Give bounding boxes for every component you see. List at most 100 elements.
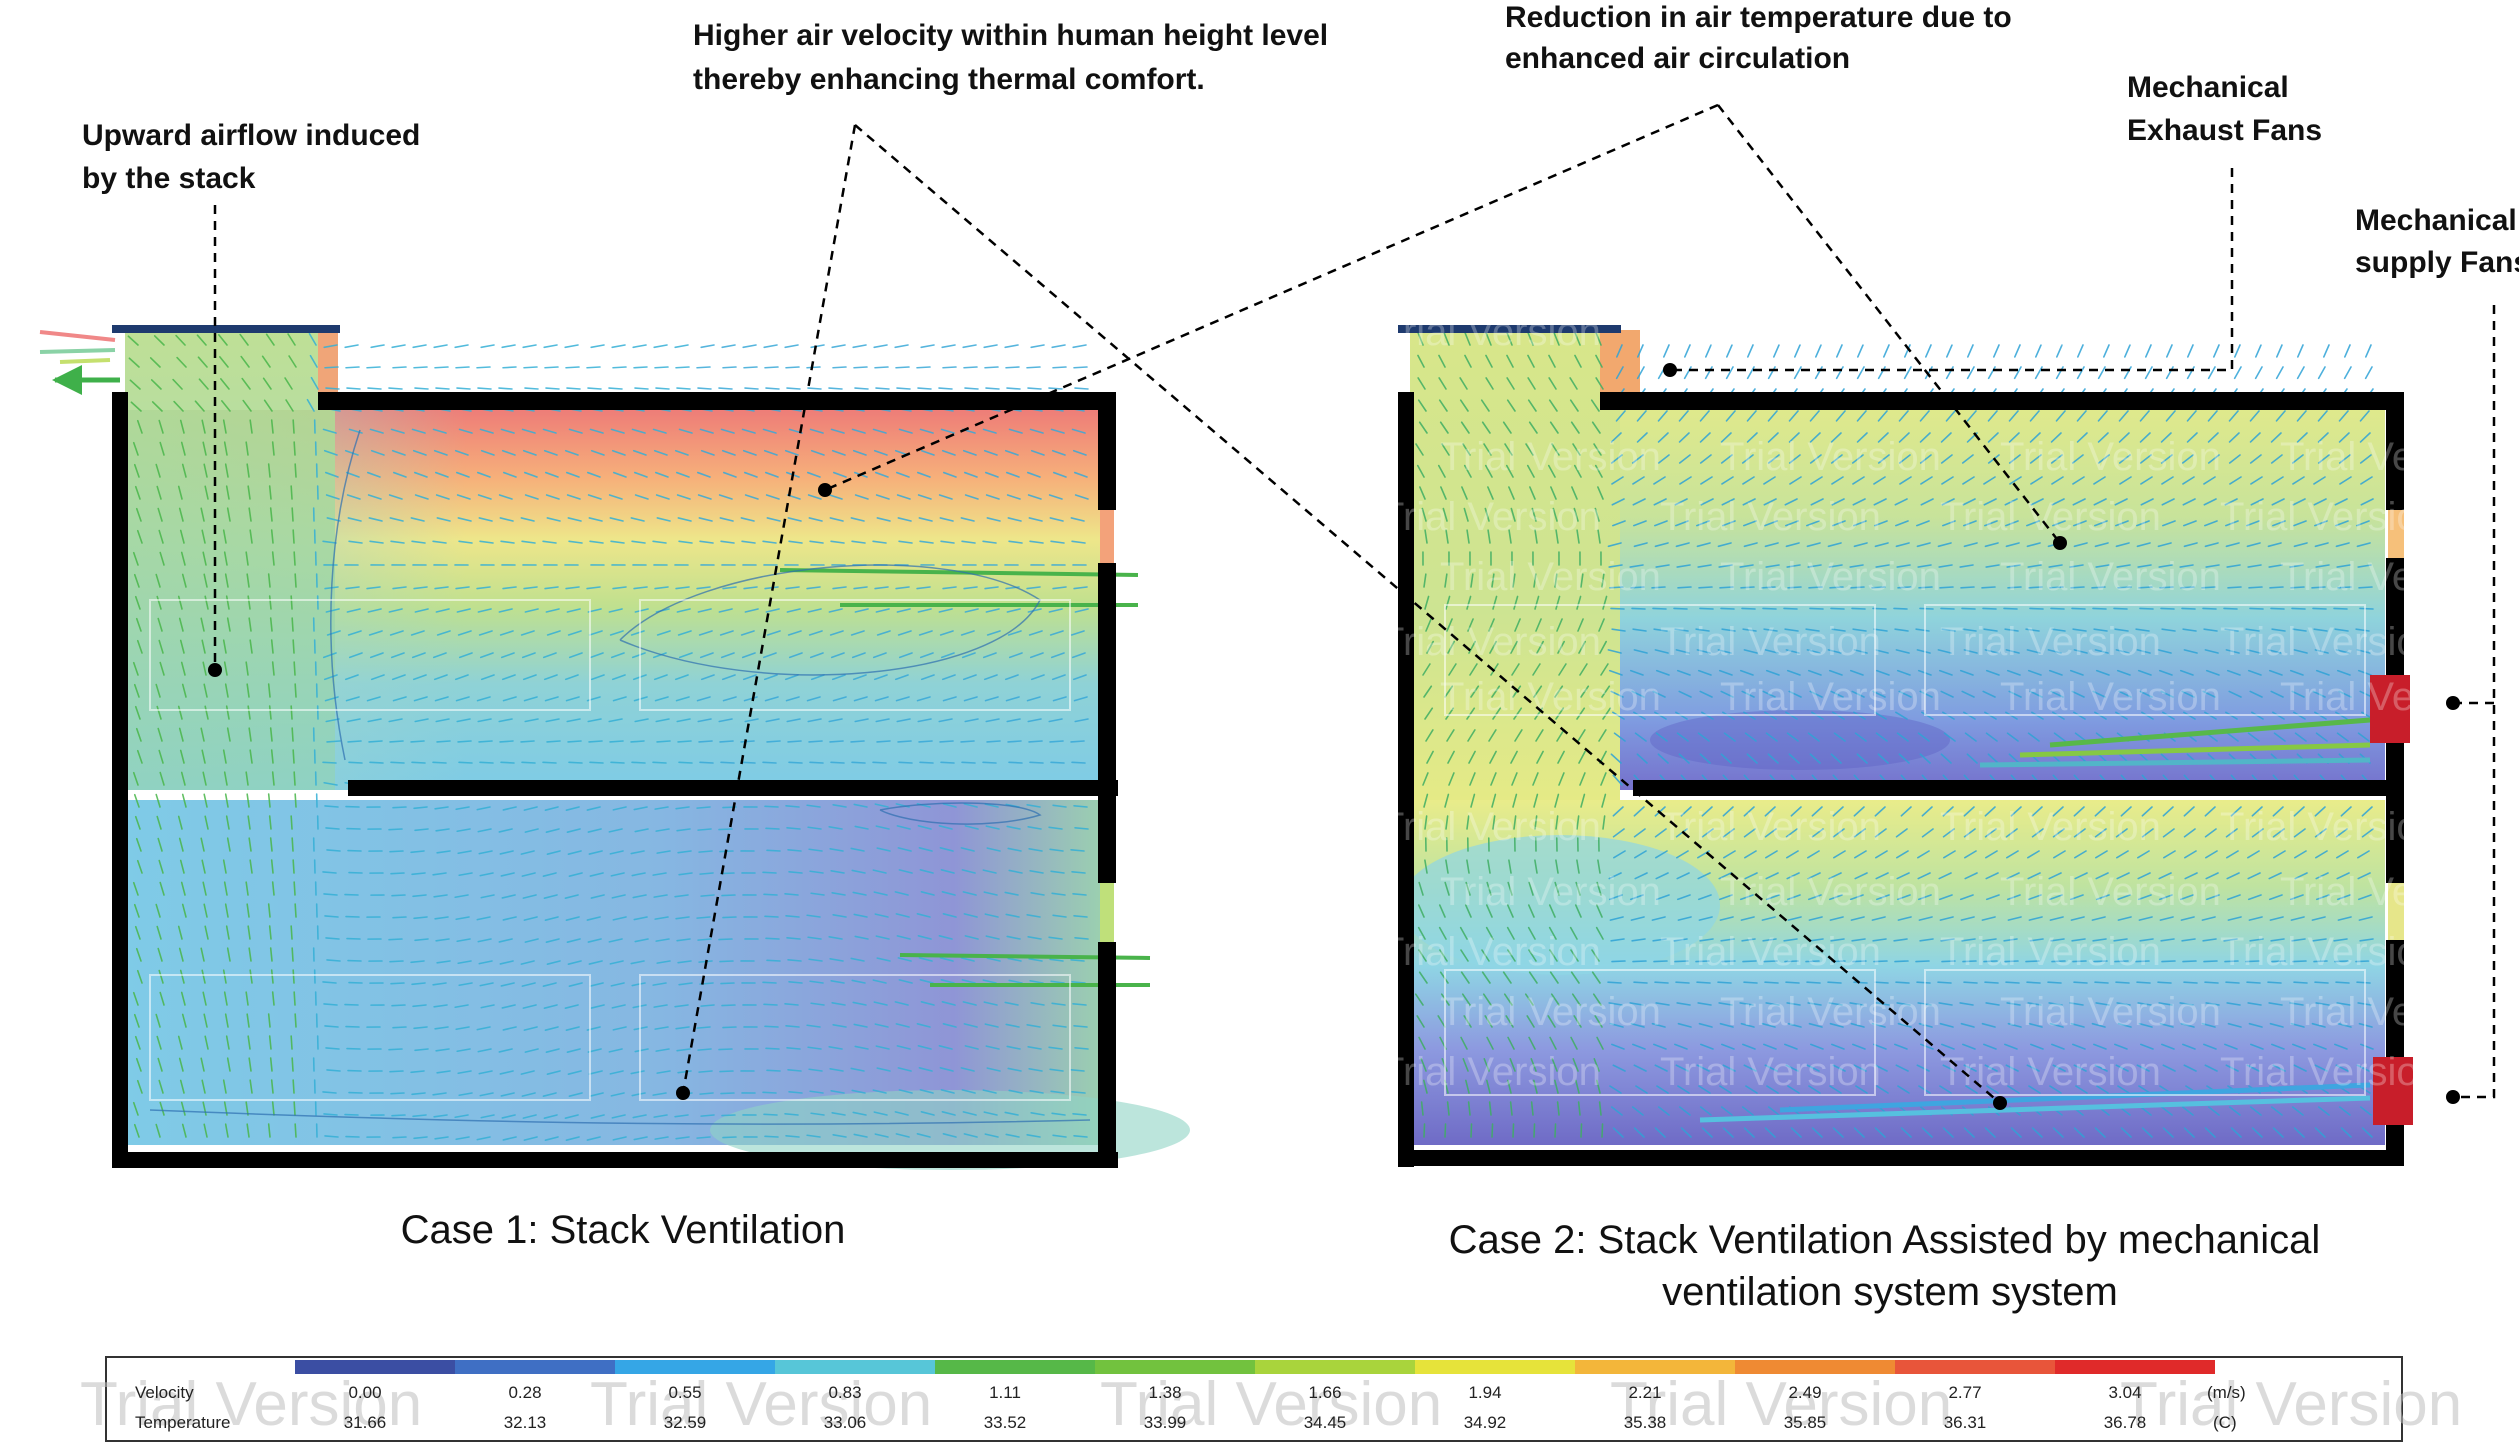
flow-vector: [1919, 454, 1932, 464]
flow-vector: [1049, 740, 1064, 743]
flow-vector: [480, 344, 495, 349]
flow-vector: [2091, 1022, 2106, 1028]
flow-vector: [1577, 1101, 1581, 1116]
flow-vector: [2052, 806, 2064, 817]
flow-vector: [179, 749, 185, 764]
flow-vector: [566, 938, 581, 943]
flow-vector: [941, 1110, 956, 1116]
flow-vector: [1028, 517, 1043, 522]
flow-vector: [476, 696, 491, 702]
flow-vector: [1764, 542, 1779, 548]
flow-vector: [2138, 1022, 2153, 1028]
flow-vector: [1555, 529, 1559, 544]
flow-vector: [788, 1090, 803, 1094]
flow-vector: [2356, 981, 2371, 984]
flow-vector: [896, 494, 911, 500]
flow-vector: [740, 740, 755, 743]
flow-vector: [2338, 432, 2350, 443]
flow-vector: [2224, 498, 2238, 506]
flow-vector: [1489, 640, 1497, 654]
flow-vector: [1785, 981, 1800, 984]
flow-vector: [1764, 649, 1779, 654]
flow-vector: [2071, 607, 2086, 610]
flow-vector: [502, 806, 517, 811]
flow-vector: [2335, 542, 2350, 548]
flow-vector: [2249, 1106, 2262, 1116]
flow-vector: [722, 696, 737, 702]
flow-vector: [1877, 454, 1890, 464]
flow-vector: [1611, 628, 1626, 632]
legend-temperature-tick: 32.13: [504, 1413, 547, 1432]
flow-vector: [784, 892, 799, 896]
flow-vector: [784, 344, 799, 349]
flow-vector: [1941, 628, 1956, 632]
flow-vector: [2160, 1106, 2173, 1116]
flow-vector: [180, 881, 186, 896]
legend-velocity-tick: 1.66: [1308, 1383, 1341, 1402]
flow-vector: [2115, 520, 2129, 527]
flow-vector: [1966, 344, 1974, 358]
flow-vector: [2201, 916, 2216, 921]
flow-vector: [542, 428, 557, 434]
flow-vector: [608, 938, 623, 943]
flow-vector: [1657, 410, 1668, 422]
flow-vector: [270, 1079, 274, 1094]
flow-vector: [654, 1136, 669, 1140]
flow-vector: [2294, 872, 2308, 880]
flow-vector: [155, 1013, 161, 1028]
flow-vector: [2183, 1127, 2195, 1138]
flow-vector: [1549, 949, 1558, 962]
flow-vector: [719, 960, 734, 963]
flow-vector: [543, 894, 558, 900]
flow-vector: [1916, 520, 1930, 527]
flow-vector: [2315, 1002, 2330, 1006]
flow-vector: [499, 740, 514, 743]
flow-vector: [872, 540, 887, 544]
flow-vector: [1027, 826, 1042, 830]
flow-vector: [2048, 669, 2063, 676]
flow-vector: [2296, 344, 2304, 358]
flow-vector: [1743, 806, 1755, 817]
flow-vector: [1718, 669, 1733, 676]
flow-vector: [203, 793, 208, 808]
flow-vector: [1744, 732, 1757, 742]
flow-vector: [1785, 828, 1798, 838]
flow-vector: [1673, 607, 1688, 610]
flow-vector: [1807, 732, 1820, 742]
flow-vector: [2225, 520, 2239, 527]
flow-vector: [1550, 486, 1557, 500]
flow-vector: [1739, 564, 1754, 568]
flow-vector: [568, 982, 583, 987]
flow-vector: [2202, 938, 2217, 942]
flow-vector: [226, 727, 231, 742]
flow-vector: [898, 761, 913, 764]
flow-vector: [2004, 498, 2018, 506]
flow-vector: [1030, 892, 1045, 896]
flow-vector: [1894, 1043, 1908, 1050]
flow-vector: [1460, 949, 1469, 962]
flow-vector: [984, 913, 999, 918]
flow-vector: [181, 1013, 187, 1028]
flow-vector: [1615, 366, 1624, 380]
flow-vector: [831, 674, 846, 681]
flow-vector: [2051, 960, 2066, 963]
flow-vector: [1026, 1024, 1041, 1028]
flow-vector: [1483, 1058, 1490, 1072]
flow-vector: [2361, 1127, 2373, 1138]
flow-vector: [1071, 1091, 1086, 1094]
flow-vector: [677, 630, 692, 636]
flow-vector: [1070, 517, 1085, 522]
flow-vector: [1723, 850, 1736, 859]
flow-vector: [2204, 981, 2219, 984]
flow-vector: [1739, 669, 1754, 676]
caption-case2: Case 2: Stack Ventilation Assisted by me…: [1449, 1218, 2332, 1314]
case2-stack-roof: [1398, 325, 1621, 333]
flow-vector: [2139, 607, 2154, 610]
flow-vector: [1630, 916, 1645, 921]
flow-vector: [158, 859, 164, 874]
flow-vector: [1598, 618, 1605, 632]
flow-vector: [721, 1114, 736, 1117]
flow-vector: [832, 913, 847, 918]
flow-vector: [1963, 649, 1978, 654]
flow-vector: [520, 960, 535, 965]
